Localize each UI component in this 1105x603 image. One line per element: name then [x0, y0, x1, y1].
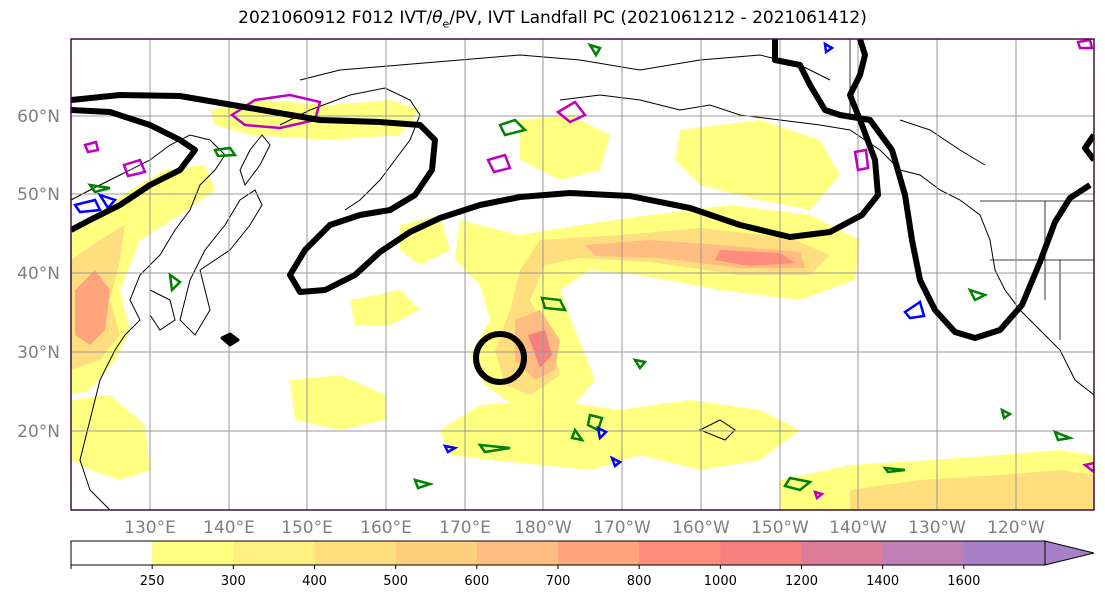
- map-plot-area: [71, 39, 1094, 510]
- colorbar-tick-label: 1000: [704, 574, 737, 589]
- pv-contours-magenta: [83, 39, 1094, 501]
- colorbar: [70, 540, 1095, 566]
- lon-label: 130°W: [908, 518, 966, 538]
- lat-label-40n: 40°N: [17, 264, 60, 284]
- lon-label: 150°E: [281, 518, 333, 538]
- lat-label-30n: 30°N: [17, 343, 60, 363]
- lon-labels: 130°E 140°E 150°E 160°E 170°E 180°W 170°…: [124, 518, 1045, 538]
- colorbar-tick-label: 250: [140, 574, 165, 589]
- colorbar-ticks: 250 300 400 500 600 700 800 1000 1200 1400 1600: [70, 565, 980, 589]
- lat-label-20n: 20°N: [17, 422, 60, 442]
- colorbar-segment: [152, 541, 234, 565]
- lon-label: 160°W: [672, 518, 730, 538]
- colorbar-tick-label: 700: [546, 574, 571, 589]
- colorbar-tick-label: 1200: [785, 574, 818, 589]
- colorbar-tick-label: 1600: [947, 574, 980, 589]
- colorbar-tick-label: 800: [627, 574, 652, 589]
- lon-label: 140°W: [829, 518, 887, 538]
- colorbar-segment: [882, 541, 965, 565]
- lon-label: 180°W: [514, 518, 572, 538]
- colorbar-segment: [639, 541, 721, 565]
- colorbar-segment: [395, 541, 478, 565]
- colorbar-tick-label: 1400: [866, 574, 899, 589]
- colorbar-tick-label: 600: [464, 574, 489, 589]
- colorbar-segment: [801, 541, 884, 565]
- pv-contours-blue: [72, 41, 926, 469]
- lon-label: 130°E: [124, 518, 176, 538]
- colorbar-tick-label: 400: [302, 574, 327, 589]
- colorbar-extend-arrow: [1044, 540, 1095, 566]
- map-frame: [70, 38, 1095, 511]
- lat-label-60n: 60°N: [17, 107, 60, 127]
- lon-label: 160°E: [360, 518, 412, 538]
- colorbar-segment: [71, 541, 153, 565]
- colorbar-segment: [314, 541, 397, 565]
- colorbar-segment: [558, 541, 640, 565]
- lon-label: 170°W: [593, 518, 651, 538]
- colorbar-tick-label: 500: [383, 574, 408, 589]
- map-title: 2021060912 F012 IVT/θe/PV, IVT Landfall …: [238, 8, 867, 31]
- colorbar-segment: [233, 541, 315, 565]
- colorbar-segment: [476, 541, 559, 565]
- colorbar-segment: [963, 541, 1046, 565]
- lon-label: 170°E: [439, 518, 491, 538]
- lat-labels: 60°N 50°N 40°N 30°N 20°N: [17, 107, 60, 442]
- landfall-pc-contours: [71, 39, 1094, 385]
- lon-label: 140°E: [203, 518, 255, 538]
- colorbar-segment: [720, 541, 802, 565]
- colorbar-tick-label: 300: [221, 574, 246, 589]
- pv-contours-green: [87, 42, 1075, 492]
- lat-label-50n: 50°N: [17, 185, 60, 205]
- lon-label: 120°W: [987, 518, 1045, 538]
- lon-label: 150°W: [751, 518, 809, 538]
